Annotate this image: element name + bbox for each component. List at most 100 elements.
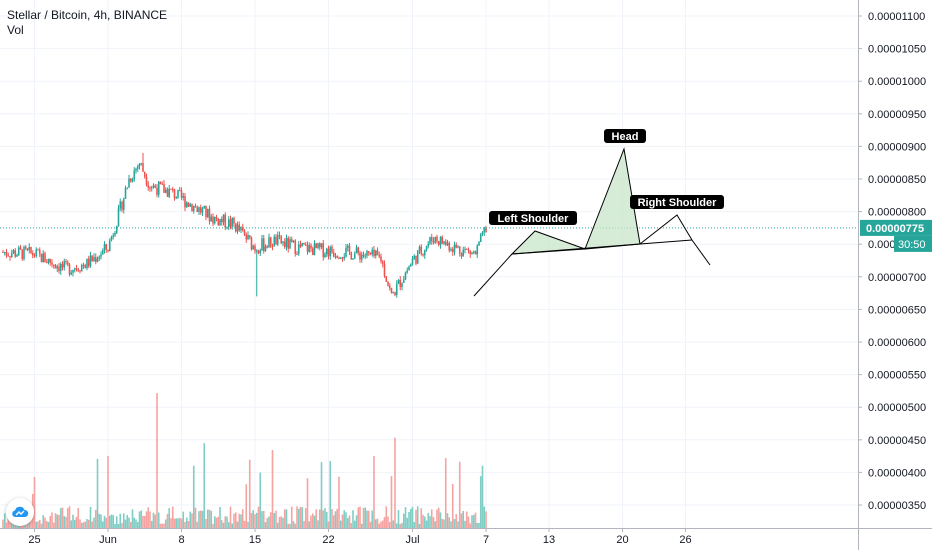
volume-bar: [394, 437, 396, 528]
candle-body: [14, 250, 17, 257]
volume-bar: [126, 515, 129, 528]
volume-bar: [217, 516, 220, 528]
volume-bar: [471, 515, 473, 528]
volume-bar: [37, 521, 39, 528]
candle-body: [462, 249, 465, 257]
candle-body: [203, 205, 206, 209]
volume-bar: [35, 521, 38, 528]
candle-body: [429, 237, 431, 244]
candle-body: [82, 264, 85, 266]
candle-body: [31, 252, 34, 256]
candle-body: [238, 224, 241, 231]
volume-bar: [289, 523, 291, 528]
candle-body: [2, 252, 4, 254]
candle-body: [143, 171, 146, 177]
pattern-label: Left Shoulder: [489, 211, 577, 225]
symbol-title[interactable]: Stellar / Bitcoin, 4h, BINANCE: [7, 8, 168, 22]
volume-bar: [124, 519, 127, 528]
candle-body: [103, 244, 106, 250]
volume-bar: [380, 521, 382, 528]
candle-body: [110, 236, 113, 241]
candle-body: [65, 261, 67, 263]
volume-bar: [86, 518, 88, 528]
candle-body: [289, 239, 291, 249]
time-tick-label: 13: [543, 534, 555, 546]
time-tick-label: 25: [28, 534, 40, 546]
volume-bar: [360, 523, 363, 528]
volume-bar: [58, 515, 60, 528]
candle-body: [72, 269, 74, 273]
candle-body: [126, 187, 129, 189]
candle-body: [359, 252, 361, 260]
candle-body: [416, 250, 419, 264]
volume-bar: [91, 521, 94, 528]
volume-bar: [224, 516, 227, 528]
volume-bar: [54, 513, 57, 528]
candle-body: [275, 236, 277, 245]
volume-bar: [56, 514, 59, 528]
candle-body: [318, 243, 321, 248]
candle-body: [331, 246, 333, 253]
volume-bar: [156, 393, 158, 528]
volume-bar: [231, 523, 234, 528]
candle-body: [196, 207, 199, 212]
candle-body: [413, 255, 416, 259]
volume-bar: [362, 508, 365, 528]
candle-body: [252, 245, 255, 250]
candle-body: [430, 237, 433, 242]
volume-bar: [481, 465, 484, 528]
candle-body: [243, 230, 246, 235]
volume-bar: [152, 512, 155, 528]
candle-body: [156, 187, 158, 195]
candle-body: [45, 262, 48, 264]
volume-label[interactable]: Vol: [7, 23, 24, 37]
tradingview-logo[interactable]: [6, 498, 34, 526]
volume-bar: [101, 521, 104, 528]
volume-bar: [80, 522, 83, 528]
cloud-icon: [12, 506, 29, 517]
volume-bar: [257, 506, 260, 528]
volume-bar: [318, 509, 321, 528]
volume-bar: [276, 522, 279, 528]
candle-body: [378, 254, 381, 257]
volume-bar: [353, 520, 356, 528]
volume-bar: [369, 521, 372, 528]
candle-body: [178, 189, 181, 191]
candle-body: [161, 183, 164, 185]
candle-body: [439, 236, 442, 245]
volume-bar: [462, 510, 465, 528]
volume-bar: [458, 461, 461, 528]
head-and-shoulders-pattern[interactable]: Left Shoulder Head Right Shoulder: [473, 129, 724, 297]
volume-bar: [387, 516, 389, 528]
volume-bar: [192, 465, 195, 528]
candle-body: [191, 204, 193, 212]
candle-body: [150, 187, 153, 189]
candle-body: [276, 234, 279, 245]
volume-bar: [282, 517, 284, 528]
candle-body: [303, 242, 305, 245]
volume-bar: [441, 519, 444, 528]
candle-body: [233, 217, 235, 224]
time-axis[interactable]: 25 Jun 8 15 22 Jul 7 13 20 26: [0, 528, 932, 550]
volume-bar: [234, 512, 237, 528]
volume-bar: [177, 518, 179, 528]
candle-body: [108, 240, 111, 252]
candle-body: [131, 179, 134, 182]
volume-bar: [266, 518, 269, 528]
candle-body: [448, 242, 451, 251]
volume-bar: [191, 513, 193, 528]
volume-bar: [478, 522, 480, 528]
candle-body: [117, 208, 120, 227]
volume-bar: [51, 512, 53, 528]
candle-body: [422, 253, 424, 256]
price-tick-label: 0.00000500: [868, 402, 926, 414]
candle-body: [455, 244, 458, 248]
volume-bar: [122, 513, 125, 528]
volume-bar: [103, 515, 106, 528]
volume-bar: [248, 459, 251, 528]
candle-body: [227, 219, 230, 228]
volume-bar: [66, 508, 69, 528]
volume-bar: [285, 509, 288, 528]
price-axis[interactable]: 0.00001100 0.00001050 0.00001000 0.00000950…: [858, 0, 932, 550]
